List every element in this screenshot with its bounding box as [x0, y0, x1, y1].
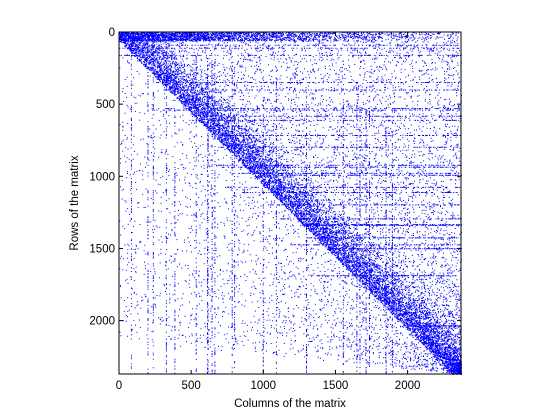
y-tick-label: 2000: [89, 316, 115, 328]
plot-area-frame: [118, 31, 462, 375]
y-tick-label: 0: [109, 27, 115, 39]
x-axis-label: Columns of the matrix: [234, 398, 346, 410]
y-axis-label: Rows of the matrix: [69, 155, 81, 250]
x-tick-label: 2000: [395, 380, 421, 392]
x-tick-label: 1000: [251, 380, 277, 392]
x-tick-label: 1500: [323, 380, 349, 392]
y-tick-label: 500: [96, 99, 115, 111]
y-tick-label: 1000: [89, 171, 115, 183]
x-tick-label: 500: [182, 380, 201, 392]
nonzero-markers: [119, 32, 462, 375]
x-tick-label: 0: [116, 380, 122, 392]
nonzero-pattern: [119, 32, 462, 375]
y-tick-label: 1500: [89, 243, 115, 255]
y-axis-ticks: 0 500 1000 1500 2000: [89, 27, 461, 328]
x-axis-ticks: 0 500 1000 1500 2000: [116, 32, 421, 392]
